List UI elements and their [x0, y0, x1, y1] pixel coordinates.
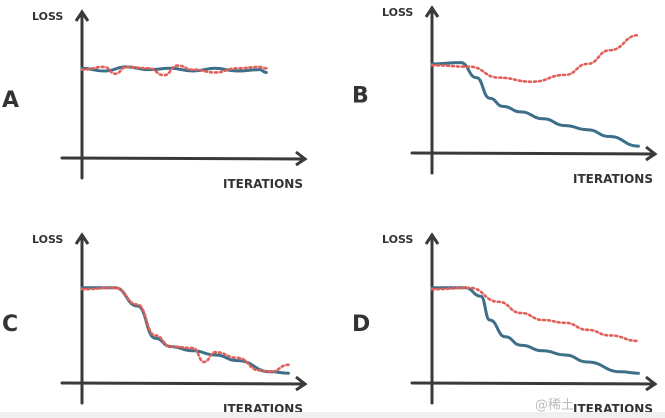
x-axis-arrow — [295, 150, 308, 167]
y-axis-arrow — [424, 232, 440, 245]
validation-loss-line — [430, 286, 640, 343]
x-axis — [60, 156, 307, 161]
y-axis-arrow — [74, 232, 90, 245]
y-axis-arrow — [74, 9, 90, 22]
y-axis-label: LOSS — [382, 6, 413, 19]
bottom-bar — [0, 412, 665, 418]
y-axis-label: LOSS — [382, 233, 413, 246]
y-axis-label: LOSS — [32, 10, 63, 23]
y-axis-arrow — [424, 5, 440, 18]
validation-loss-line — [80, 64, 268, 77]
panel-label: B — [352, 84, 369, 109]
validation-loss-line — [430, 33, 640, 84]
y-axis-label: LOSS — [32, 233, 63, 246]
training-loss-line — [80, 65, 268, 74]
watermark: @稀土 — [535, 398, 575, 413]
x-axis-label: ITERATIONS — [573, 172, 653, 186]
panel-label: A — [2, 88, 19, 113]
training-loss-line — [430, 286, 640, 375]
x-axis — [60, 381, 307, 386]
x-axis-arrow — [645, 145, 658, 162]
training-loss-line — [80, 286, 290, 375]
x-axis — [410, 151, 657, 156]
training-loss-line — [430, 61, 640, 148]
panel-label: D — [352, 312, 370, 337]
x-axis-arrow — [295, 375, 308, 392]
x-axis-label: ITERATIONS — [223, 177, 303, 191]
x-axis — [410, 381, 657, 386]
panel-label: C — [2, 312, 18, 337]
validation-loss-line — [80, 286, 290, 374]
x-axis-arrow — [645, 375, 658, 392]
